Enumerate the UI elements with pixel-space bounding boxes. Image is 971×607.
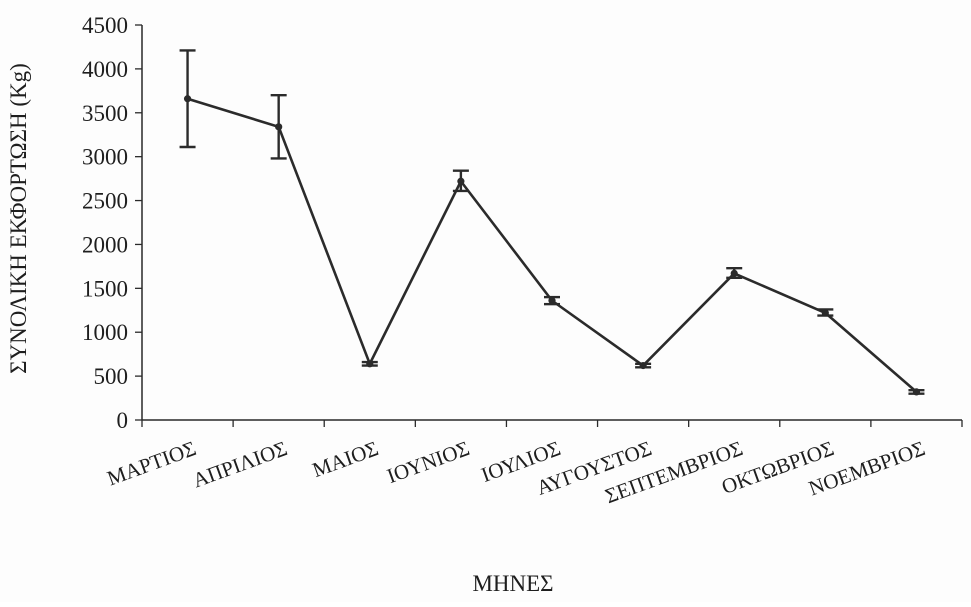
- y-ticks: 0 500 1000 1500 2000 2500 3000 3500 4000 4500: [82, 13, 142, 433]
- error-bars: [179, 49, 925, 395]
- y-tick-label: 3000: [82, 145, 128, 170]
- data-point: [548, 297, 556, 305]
- data-point: [457, 177, 465, 185]
- y-tick-label: 4000: [82, 57, 128, 82]
- data-point: [912, 388, 921, 396]
- y-tick-label: 3500: [82, 101, 128, 126]
- y-tick-label: 1000: [82, 320, 128, 345]
- data-point: [730, 269, 738, 278]
- y-axis-title: ΣΥΝΟΛΙΚΗ ΕΚΦΟΡΤΩΣΗ (Kg): [6, 63, 31, 374]
- data-point: [639, 361, 647, 370]
- y-tick-label: 2500: [82, 189, 128, 214]
- y-tick-label: 1500: [82, 276, 128, 301]
- y-tick-label: 500: [94, 364, 129, 389]
- data-point: [183, 95, 192, 103]
- data-point: [821, 309, 829, 317]
- y-tick-label: 0: [117, 408, 129, 433]
- y-tick-label: 2000: [82, 232, 128, 257]
- x-tick-label: ΜΑΙΟΣ: [309, 436, 381, 482]
- x-tick-label: ΜΑΡΤΙΟΣ: [104, 436, 199, 490]
- x-tick-label: ΙΟΥΝΙΟΣ: [384, 436, 473, 488]
- y-tick-label: 4500: [82, 13, 128, 38]
- x-axis-title: ΜΗΝΕΣ: [472, 571, 553, 596]
- x-tick-label: ΑΠΡΙΛΙΟΣ: [189, 436, 290, 492]
- markers: [183, 95, 921, 396]
- series-line: [187, 97, 918, 393]
- data-point: [275, 123, 283, 131]
- axes: [141, 25, 962, 421]
- data-point: [366, 360, 374, 368]
- series: [187, 97, 918, 393]
